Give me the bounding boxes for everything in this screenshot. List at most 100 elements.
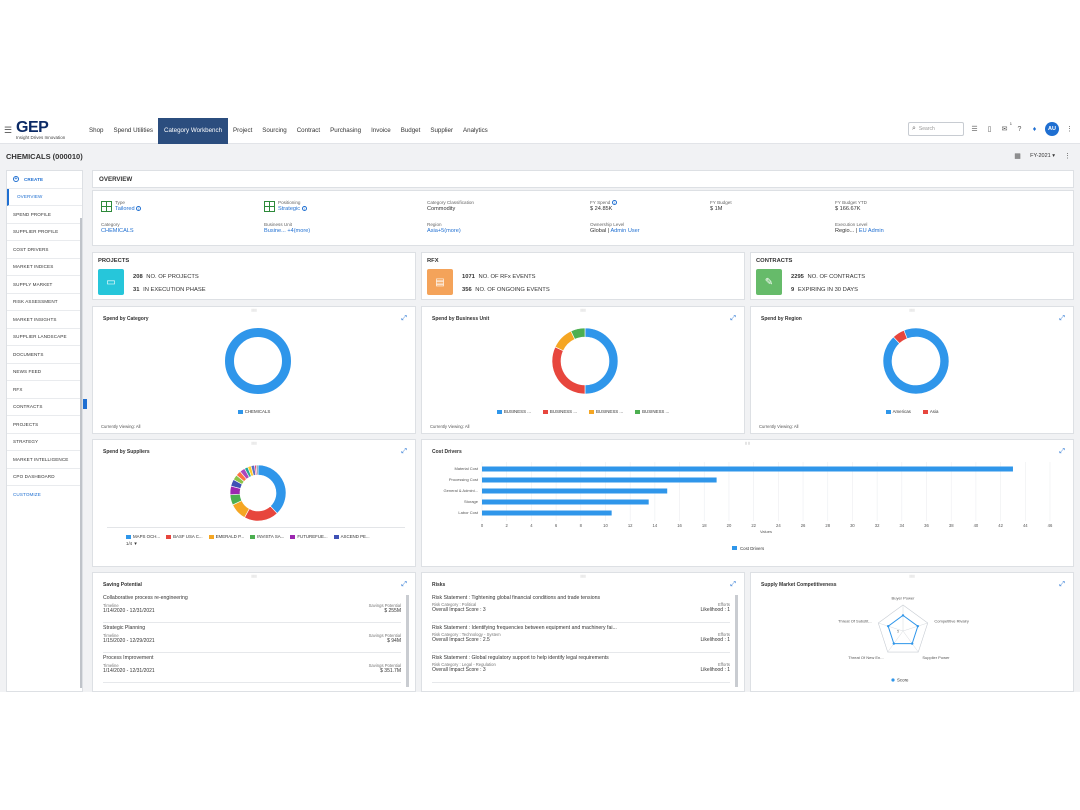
gep-logo[interactable]: GEP Insight Drives Innovation (16, 119, 78, 141)
drag-handle-icon[interactable]: ⠿⠿ (580, 308, 586, 313)
alert-icon[interactable]: ♦ (1032, 125, 1037, 133)
saving-scrollbar[interactable] (406, 595, 409, 687)
nav-item-purchasing[interactable]: Purchasing (330, 127, 362, 134)
info-icon[interactable]: i (136, 206, 142, 212)
drag-handle-icon[interactable]: ⠿⠿ (251, 441, 257, 446)
radar-series[interactable] (887, 614, 919, 645)
drag-handle-icon[interactable]: ⠿⠿ (909, 308, 915, 313)
legend-item[interactable]: BUSINESS ... (496, 409, 531, 414)
nav-item-contract[interactable]: Contract (296, 127, 321, 134)
sidebar-collapse-handle[interactable] (83, 399, 87, 409)
help-icon[interactable]: ? (1017, 125, 1022, 133)
radar-point[interactable] (892, 642, 896, 645)
cost-driver-bar[interactable] (482, 466, 1013, 472)
bu-value[interactable]: Busine... +4(more) (264, 228, 311, 234)
donut-slice[interactable] (551, 346, 586, 395)
radar-point[interactable] (901, 614, 905, 617)
saving-row[interactable]: Process Improvement Timeline 1/14/2020 - 1… (103, 655, 401, 683)
sidebar-item-overview[interactable]: OVERVIEW (7, 188, 82, 206)
legend-item[interactable]: Asia (922, 409, 938, 414)
nav-item-invoice[interactable]: Invoice (371, 127, 391, 134)
risk-scrollbar[interactable] (735, 595, 738, 687)
legend-item[interactable]: EMERALD P... (208, 534, 244, 539)
sidebar-item-supplier-profile[interactable]: SUPPLIER PROFILE (7, 224, 82, 241)
type-value[interactable]: Tailored i (115, 206, 142, 212)
legend-item[interactable]: ASCEND PE... (333, 534, 370, 539)
nav-item-budget[interactable]: Budget (400, 127, 421, 134)
nav-item-sourcing[interactable]: Sourcing (262, 127, 287, 134)
donut-slice[interactable] (882, 327, 950, 395)
sidebar-item-market-insights[interactable]: MARKET INSIGHTS (7, 311, 82, 329)
sidebar-item-cpo-dashboard[interactable]: CPO DASHBOARD (7, 469, 82, 486)
sidebar-item-spend-profile[interactable]: SPEND PROFILE (7, 206, 82, 224)
sidebar-item-risk-assessment[interactable]: RISK ASSESSMENT (7, 294, 82, 311)
cost-driver-bar[interactable] (482, 488, 668, 494)
positioning-value[interactable]: Strategic i (278, 206, 307, 212)
sidebar-item-documents[interactable]: DOCUMENTS (7, 346, 82, 364)
drag-handle-icon[interactable]: ⠿⠿ (909, 574, 915, 579)
expand-icon[interactable]: ⤢ (1059, 581, 1065, 588)
legend-item[interactable]: BUSINESS ... (589, 409, 623, 414)
legend-item[interactable]: FUTUREFUE... (290, 534, 328, 539)
spend-by-region-donut[interactable] (876, 321, 956, 401)
cost-driver-bar[interactable] (482, 477, 717, 483)
execution-user-link[interactable]: EU Admin (858, 228, 884, 234)
sidebar-item-strategy[interactable]: STRATEGY (7, 434, 82, 451)
legend-item[interactable]: INVISTA SA... (250, 534, 284, 539)
legend-item[interactable]: BASF USA C... (166, 534, 203, 539)
saving-row[interactable]: Strategic Planning Timeline 1/15/2020 - 12… (103, 625, 401, 653)
sidebar-item-market-indices[interactable]: MARKET INDICES (7, 259, 82, 276)
drag-handle-icon[interactable]: ⠿⠿ (744, 441, 751, 446)
sidebar-item-market-intelligence[interactable]: MARKET INTELLIGENCE (7, 451, 82, 469)
sidebar-item-cost-drivers[interactable]: COST DRIVERS (7, 241, 82, 259)
rfx-card[interactable]: RFX ▤ 1071 NO. OF RFx EVENTS 356 NO. OF … (421, 252, 745, 300)
more-vertical-icon[interactable]: ⋮ (1064, 153, 1071, 160)
risk-row[interactable]: Risk Statement : Identifying frequencies… (432, 625, 730, 653)
legend-pager[interactable]: 1/4 ▼ (126, 541, 138, 546)
nav-item-supplier[interactable]: Supplier (430, 127, 454, 134)
radar-point[interactable] (916, 624, 920, 628)
donut-slice[interactable] (570, 327, 586, 340)
nav-item-analytics[interactable]: Analytics (463, 127, 488, 134)
customize-button[interactable]: CUSTOMIZE (13, 492, 41, 498)
fy-select[interactable]: FY-2021 ▾ (1030, 153, 1055, 159)
sidebar-scrollbar[interactable] (80, 218, 82, 688)
sidebar-item-rfx[interactable]: RFX (7, 381, 82, 399)
expand-icon[interactable]: ⤢ (401, 581, 407, 588)
spend-by-suppliers-donut[interactable] (227, 462, 289, 524)
nav-item-category-workbench[interactable]: Category Workbench (158, 118, 229, 144)
nav-item-shop[interactable]: Shop (89, 127, 104, 134)
donut-slice[interactable] (584, 327, 619, 395)
info-icon[interactable]: i (301, 206, 307, 212)
contracts-card[interactable]: CONTRACTS ✎ 2295 NO. OF CONTRACTS 9 EXPI… (750, 252, 1074, 300)
expand-icon[interactable]: ⤢ (401, 448, 407, 455)
saving-row[interactable]: Collaborative process re-engineering Time… (103, 595, 401, 623)
risk-row[interactable]: Risk Statement : Global regulatory suppo… (432, 655, 730, 683)
list-icon[interactable]: ☰ (971, 126, 978, 133)
donut-slice[interactable] (892, 329, 908, 344)
create-button[interactable]: + CREATE (7, 171, 82, 189)
drag-handle-icon[interactable]: ⠿⠿ (580, 574, 586, 579)
donut-slice[interactable] (225, 328, 291, 394)
more-vertical-icon[interactable]: ⋮ (1066, 126, 1073, 133)
expand-icon[interactable]: ⤢ (1059, 315, 1065, 322)
cost-driver-bar[interactable] (482, 499, 649, 505)
radar-point[interactable] (910, 642, 914, 645)
sidebar-item-supply-market[interactable]: SUPPLY MARKET (7, 276, 82, 294)
sidebar-item-supplier-landscape[interactable]: SUPPLIER LANDSCAPE (7, 329, 82, 346)
legend-item[interactable]: MAPS OCH... (126, 534, 160, 539)
info-icon[interactable]: i (611, 200, 617, 206)
category-value[interactable]: CHEMICALS (101, 228, 134, 234)
drag-handle-icon[interactable]: ⠿⠿ (251, 574, 257, 579)
expand-icon[interactable]: ⤢ (1059, 448, 1065, 455)
chat-icon[interactable]: ✉ 1 (1001, 121, 1012, 133)
ownership-user-link[interactable]: Admin User (610, 228, 640, 234)
legend-item[interactable]: Americas (885, 409, 911, 414)
avatar[interactable]: AU (1045, 122, 1059, 136)
projects-card[interactable]: PROJECTS ▭ 208 NO. OF PROJECTS 31 IN EXE… (92, 252, 416, 300)
donut-slice[interactable] (255, 464, 259, 476)
risk-row[interactable]: Risk Statement : Tightening global finan… (432, 595, 730, 623)
mobile-icon[interactable]: ▯ (987, 126, 992, 133)
expand-icon[interactable]: ⤢ (730, 315, 736, 322)
cost-driver-bar[interactable] (482, 510, 612, 516)
